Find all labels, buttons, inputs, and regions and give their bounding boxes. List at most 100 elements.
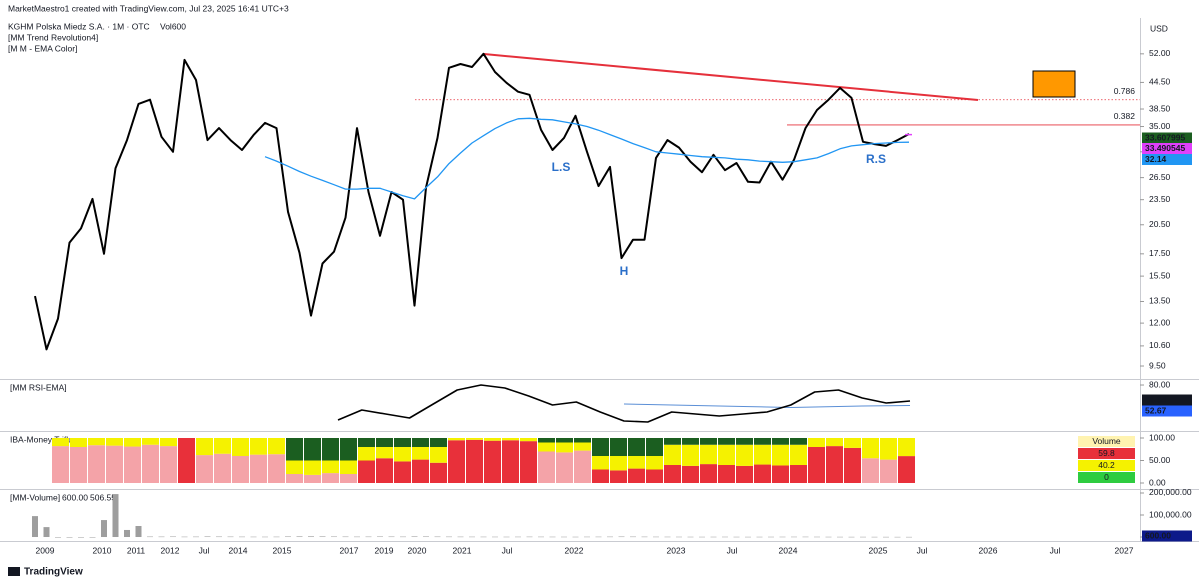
flux-segment <box>394 447 411 462</box>
volume-bar <box>814 536 820 538</box>
logo <box>8 567 20 576</box>
flux-segment <box>358 460 375 483</box>
volume-bar <box>250 536 257 538</box>
volume-bar <box>170 536 176 538</box>
volume-bar <box>676 536 682 538</box>
flux-segment <box>826 438 843 447</box>
flux-segment <box>142 438 159 445</box>
flux-segment <box>466 439 483 483</box>
flux-segment <box>70 447 87 483</box>
flux-segment <box>682 465 699 483</box>
flux-segment <box>628 468 645 483</box>
flux-segment <box>772 465 789 483</box>
y-tick-label: 52.00 <box>1149 48 1171 58</box>
flux-segment <box>538 451 555 483</box>
volume-bar <box>733 536 740 538</box>
volume-bar <box>112 494 119 538</box>
flux-segment <box>412 438 429 447</box>
ema-label-bg <box>1142 143 1192 154</box>
volume-bar <box>607 536 613 538</box>
volume-bar <box>860 536 866 538</box>
ema-label: 33.490545 <box>1145 143 1185 153</box>
flux-segment <box>700 444 717 465</box>
flux-segment <box>592 469 609 483</box>
flux-segment <box>520 441 537 483</box>
resistance-trendline <box>483 53 979 101</box>
ma-label: 32.14 <box>1145 154 1167 164</box>
fib-ratio: 0.382 <box>1114 111 1136 121</box>
y-tick-label: 15.50 <box>1149 270 1171 280</box>
volume-bar <box>848 536 855 538</box>
x-tick-label: 2027 <box>1115 545 1134 555</box>
flux-segment <box>808 447 825 483</box>
flux-segment <box>736 465 753 483</box>
flux-segment <box>610 438 627 456</box>
flux-segment <box>556 452 573 483</box>
flux-segment <box>646 456 663 470</box>
flux-segment <box>610 470 627 483</box>
flux-segment <box>754 438 771 445</box>
flux-segment <box>88 438 105 446</box>
line-series <box>264 117 910 200</box>
pattern-label: L.S <box>552 160 571 174</box>
legend-title: Volume <box>1092 436 1121 446</box>
flux-segment <box>772 444 789 466</box>
flux-segment <box>808 438 825 447</box>
volume-bar <box>262 536 268 538</box>
flux-segment <box>556 438 573 443</box>
y-tick-label: 20.50 <box>1149 219 1171 229</box>
volume-bar <box>319 536 326 538</box>
flux-segment <box>718 465 735 483</box>
pattern-label: R.S <box>866 152 886 166</box>
flux-segment <box>574 442 591 451</box>
volume-bar <box>55 537 61 538</box>
volume-bar <box>227 536 234 538</box>
flux-segment <box>880 459 897 483</box>
flux-segment <box>556 442 573 453</box>
flux-segment <box>592 438 609 456</box>
volume-bar <box>331 536 337 538</box>
flux-segment <box>124 438 141 447</box>
flux-segment <box>862 458 879 483</box>
flux-segment <box>538 442 555 452</box>
volume-bar <box>722 536 728 538</box>
volume-bar <box>687 536 694 538</box>
flux-segment <box>304 474 321 483</box>
target-box <box>1032 70 1076 98</box>
volume-bar <box>710 536 717 538</box>
volume-bar <box>89 537 96 538</box>
flux-segment <box>628 456 645 469</box>
flux-segment <box>286 438 303 461</box>
volume-bar <box>400 536 406 538</box>
volume-value: 506.55 <box>90 492 116 502</box>
y-tick-label: 23.50 <box>1149 194 1171 204</box>
volume-bar <box>193 536 199 538</box>
flux-segment <box>448 438 465 441</box>
volume-bar <box>768 536 774 538</box>
x-tick-label: Jul <box>917 545 928 555</box>
flux-segment <box>682 444 699 466</box>
volume-bar <box>342 536 349 538</box>
volume-bar <box>158 536 165 538</box>
ma-label-bg <box>1142 154 1192 165</box>
volume-bar <box>78 537 84 538</box>
flux-segment <box>142 444 159 483</box>
flux-segment <box>754 444 771 465</box>
flux-segment <box>646 469 663 483</box>
volume-bar <box>503 536 510 538</box>
flux-segment <box>628 438 645 456</box>
flux-segment <box>340 474 357 483</box>
volume-bar <box>791 536 797 538</box>
flux-segment <box>340 438 357 461</box>
x-tick-label: 2020 <box>408 545 427 555</box>
legend-value: 59.8 <box>1098 448 1115 458</box>
flux-segment <box>466 438 483 440</box>
volume-bar <box>894 536 901 538</box>
volume-bar <box>779 536 786 538</box>
line-series <box>623 403 911 408</box>
flux-segment <box>322 438 339 461</box>
y-tick-label: 100.00 <box>1149 432 1175 442</box>
volume-bar <box>181 536 188 538</box>
y-tick-label: 38.50 <box>1149 103 1171 113</box>
volume-bar <box>434 536 441 538</box>
